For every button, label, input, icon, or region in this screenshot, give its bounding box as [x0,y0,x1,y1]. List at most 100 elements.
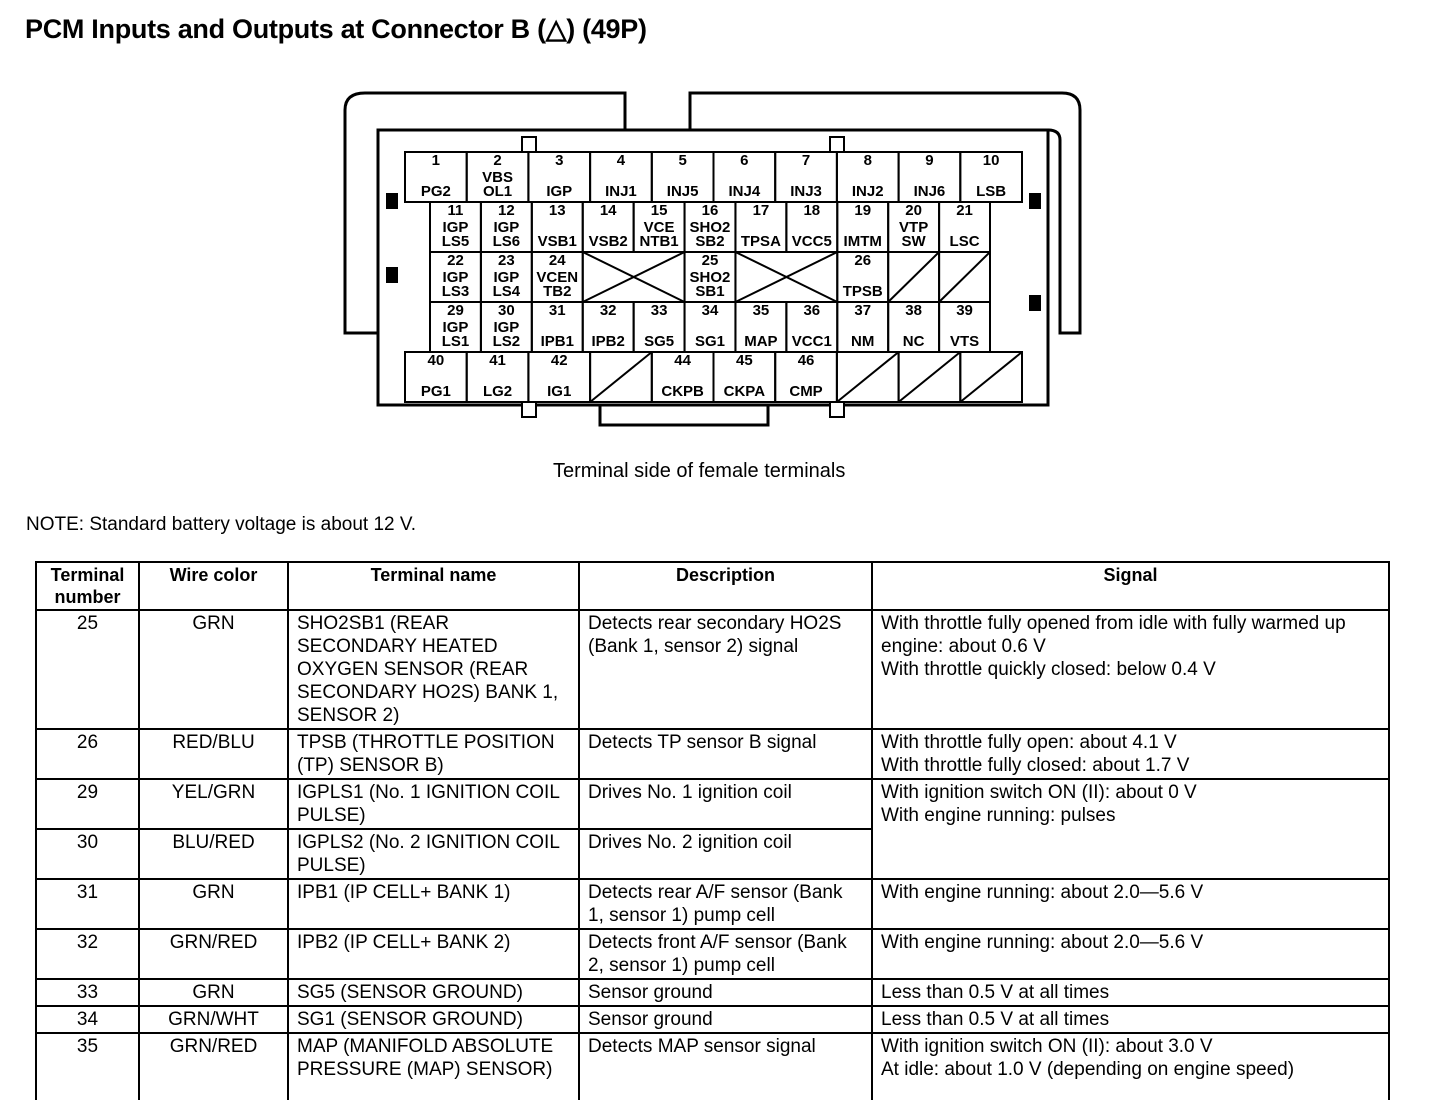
terminal-number: 39 [956,302,973,319]
terminal-label: VTS [949,333,980,350]
terminal-name-cell: SG1 (SENSOR GROUND) [287,1005,580,1034]
terminal-6: 6 INJ4 [714,153,776,202]
terminal-number: 41 [489,352,506,369]
terminal-label: VCEN TB2 [536,269,579,300]
blocked-cavity-cross [735,251,838,303]
description-cell: Detects TP sensor B signal [578,728,873,780]
terminal-34: 34 SG1 [685,303,736,352]
terminal-label: VSB1 [537,233,577,250]
terminal-14: 14 VSB2 [583,202,634,252]
terminal-label: IGP LS6 [492,219,521,250]
terminal-number: 30 [498,302,515,319]
terminal-number: 9 [925,152,934,169]
terminal-21: 21 LSC [939,202,990,252]
terminal-cavity [959,151,1023,203]
description-cell: Detects front A/F sensor (Bank 2, sensor… [578,928,873,980]
table-row: 35 GRN/RED MAP (MANIFOLD ABSOLUTE PRESSURE… [35,1032,1390,1100]
header-signal: Signal [871,561,1390,611]
terminal-number: 5 [678,152,687,169]
header-terminal-name: Terminal name [287,561,580,611]
terminal-number: 19 [854,202,872,219]
description-cell: Detects rear A/F sensor (Bank 1, sensor … [578,878,873,930]
terminal-label: INJ5 [666,183,699,200]
table-row: 31 GRN IPB1 (IP CELL+ BANK 1) Detects rear … [35,878,1390,930]
terminal-label: TPSB [842,283,883,300]
terminal-label: IPB2 [591,333,625,350]
description-cell: Sensor ground [578,978,873,1007]
terminal-number-cell: 29 [35,778,140,830]
wire-color-cell: GRN [138,978,289,1007]
terminal-11: 11 IGP LS5 [430,203,481,252]
wire-color-cell: GRN [138,609,289,730]
wire-color-cell: GRN/RED [138,928,289,980]
terminal-number: 4 [616,152,626,169]
terminal-number: 21 [956,202,973,219]
terminal-number: 14 [599,202,617,219]
terminal-number: 8 [863,152,872,169]
terminal-44: 44 CKPB [652,353,714,402]
terminal-5: 5 INJ5 [652,152,714,202]
terminal-30: 30 IGP LS2 [481,302,532,352]
diagram-caption: Terminal side of female terminals [553,460,846,482]
terminal-number: 1 [431,152,441,169]
terminal-19: 19 IMTM [837,202,888,252]
unused-cavity-slash [897,351,961,403]
terminal-label: IGP LS1 [441,319,470,350]
terminal-42: 42 IG1 [528,352,590,402]
terminal-label: LG2 [482,383,513,400]
terminal-label: SG1 [694,333,725,350]
wire-color-cell: RED/BLU [138,728,289,780]
terminal-number-cell: 31 [35,878,140,930]
terminal-number: 46 [797,352,815,369]
table-row: 32 GRN/RED IPB2 (IP CELL+ BANK 2) Detects f… [35,928,1390,980]
terminal-cavity [959,351,1023,403]
terminal-label: IGP LS2 [492,319,521,350]
description-cell: Detects rear secondary HO2S (Bank 1, sen… [578,609,873,730]
terminal-label: TPSA [740,233,781,250]
terminal-name-cell: IGPLS1 (No. 1 IGNITION COIL PULSE) [287,778,580,830]
terminal-3: 3 IGP [528,153,590,202]
terminal-number: 24 [548,252,566,269]
terminal-20: 20 VTP SW [888,203,939,252]
terminal-label: IGP LS5 [441,219,470,250]
terminal-number: 40 [427,352,445,369]
signal-cell: With ignition switch ON (II): about 0 V … [871,778,1390,880]
terminal-label: PG2 [420,183,451,200]
unused-cavity-slash [887,251,940,303]
terminal-number: 18 [803,202,821,219]
terminal-35: 35 MAP [735,303,786,352]
unused-cavities [404,151,1023,403]
terminal-25: 25 SHO2 SB1 [685,252,736,302]
terminal-31: 31 IPB1 [532,303,583,352]
terminal-number: 16 [701,202,719,219]
table-row: 25 GRN SHO2SB1 (REAR SECONDARY HEATED OXYG… [35,609,1390,730]
wire-color-cell: GRN/WHT [138,1005,289,1034]
terminal-number: 29 [447,302,464,319]
terminal-number: 42 [550,352,568,369]
terminal-name-cell: SG5 (SENSOR GROUND) [287,978,580,1007]
terminal-8: 8 INJ2 [837,152,899,202]
terminal-2: 2 VBS OL1 [467,153,529,202]
terminal-number: 25 [701,252,719,269]
terminal-label: INJ4 [728,183,761,200]
header-terminal-number: Terminal number [35,561,140,611]
terminal-number: 37 [854,302,872,319]
terminal-39: 39 VTS [939,302,990,352]
terminal-label: IG1 [547,383,572,400]
blocked-cavity-cross [582,251,685,303]
terminal-46: 46 CMP [775,352,837,402]
terminal-label: NC [902,333,925,350]
terminal-label: VCC5 [791,233,832,250]
terminal-26: 26 TPSB [837,253,888,302]
terminal-label: INJ3 [790,183,822,200]
terminal-12: 12 IGP LS6 [481,203,532,252]
terminal-15: 15 VCE NTB1 [634,203,685,252]
terminal-label: INJ6 [913,183,946,200]
wire-color-cell: BLU/RED [138,828,289,880]
header-wire-color: Wire color [138,561,289,611]
table-row: 33 GRN SG5 (SENSOR GROUND) Sensor ground Les… [35,978,1390,1007]
signal-cell: With throttle fully opened from idle wit… [871,609,1390,730]
table-row: 29 YEL/GRN IGPLS1 (No. 1 IGNITION COIL PUL… [35,778,1390,880]
terminal-number: 32 [599,302,617,319]
